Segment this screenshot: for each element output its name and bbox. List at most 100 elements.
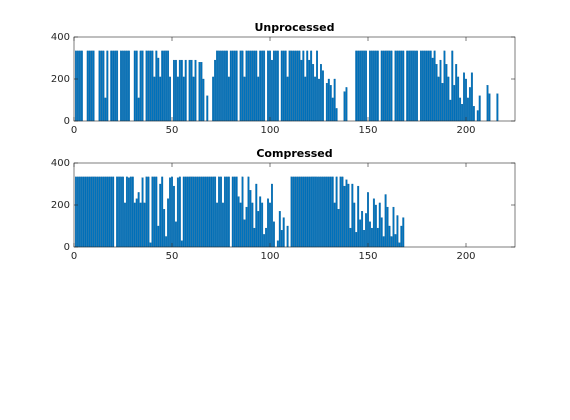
bar [416, 50, 418, 122]
bar [355, 50, 358, 122]
bar [120, 176, 122, 248]
bar [137, 192, 140, 248]
bar [251, 50, 254, 122]
bar [196, 176, 199, 248]
bar [120, 50, 122, 122]
bar [318, 78, 320, 122]
bar [174, 59, 177, 122]
bar [390, 50, 393, 122]
bar [388, 225, 391, 248]
plot-area [74, 163, 515, 247]
bar [274, 50, 277, 122]
bar [122, 176, 124, 248]
bar [329, 176, 332, 248]
bar [80, 176, 83, 248]
bar [188, 59, 191, 122]
bar [357, 185, 360, 248]
bar [176, 177, 179, 248]
bar [423, 50, 426, 122]
bar [472, 106, 475, 122]
bar [222, 50, 224, 122]
bar [394, 234, 397, 248]
x-tick-label: 50 [166, 125, 179, 136]
bar [100, 176, 103, 248]
bar [161, 50, 164, 122]
bar [151, 50, 154, 122]
bar [159, 76, 162, 122]
bar [298, 176, 301, 248]
bar [233, 50, 236, 122]
bar [267, 198, 269, 248]
bar [359, 219, 362, 248]
bar [343, 185, 346, 248]
bar [98, 50, 101, 122]
bar [269, 50, 271, 122]
bar [302, 50, 305, 122]
bar [198, 176, 201, 248]
bar [314, 76, 317, 122]
bar [369, 221, 371, 248]
bar [163, 50, 166, 122]
bar [478, 95, 481, 122]
bar [176, 76, 179, 122]
bar [110, 50, 113, 122]
bar [396, 215, 399, 248]
plot-area [74, 37, 515, 121]
bar [304, 176, 307, 248]
bar [192, 176, 195, 248]
bar [235, 176, 238, 248]
bar [223, 176, 226, 248]
bar [78, 176, 81, 248]
bar [243, 76, 246, 122]
bar [372, 198, 375, 248]
bar [200, 176, 203, 248]
bar [218, 50, 220, 122]
bar [290, 50, 293, 122]
bar [302, 176, 305, 248]
bar [90, 176, 93, 248]
bar [296, 50, 299, 122]
bar [374, 50, 377, 122]
bar [280, 50, 283, 122]
bar [359, 50, 362, 122]
bar [257, 76, 260, 122]
bar [223, 50, 226, 122]
bar [125, 50, 128, 122]
bar [439, 59, 442, 122]
bar [306, 176, 309, 248]
bar [143, 202, 146, 248]
bar [247, 50, 250, 122]
bar [239, 202, 242, 248]
bar [386, 206, 389, 248]
bar [104, 97, 107, 122]
chart-title: Compressed [256, 147, 332, 160]
bar [271, 59, 273, 122]
bar [437, 76, 440, 122]
bar [259, 50, 262, 122]
bar [188, 176, 191, 248]
bar [127, 177, 130, 248]
bar [92, 50, 95, 122]
bar [186, 176, 189, 248]
bar [155, 176, 158, 248]
bar [165, 50, 168, 122]
bar [220, 176, 222, 248]
bar [300, 59, 303, 122]
bar [382, 50, 385, 122]
bar [122, 50, 124, 122]
x-tick-label: 150 [358, 125, 377, 136]
bar [216, 202, 219, 248]
bar [363, 50, 366, 122]
bar [386, 50, 389, 122]
bar [249, 50, 252, 122]
bar [173, 59, 175, 122]
bar [169, 177, 171, 248]
bar [210, 176, 213, 248]
bar [400, 50, 403, 122]
bar [345, 179, 348, 248]
bar [241, 50, 244, 122]
bar [433, 50, 436, 122]
bar [402, 217, 405, 248]
y-tick-label: 400 [51, 158, 70, 169]
bar [398, 242, 401, 248]
